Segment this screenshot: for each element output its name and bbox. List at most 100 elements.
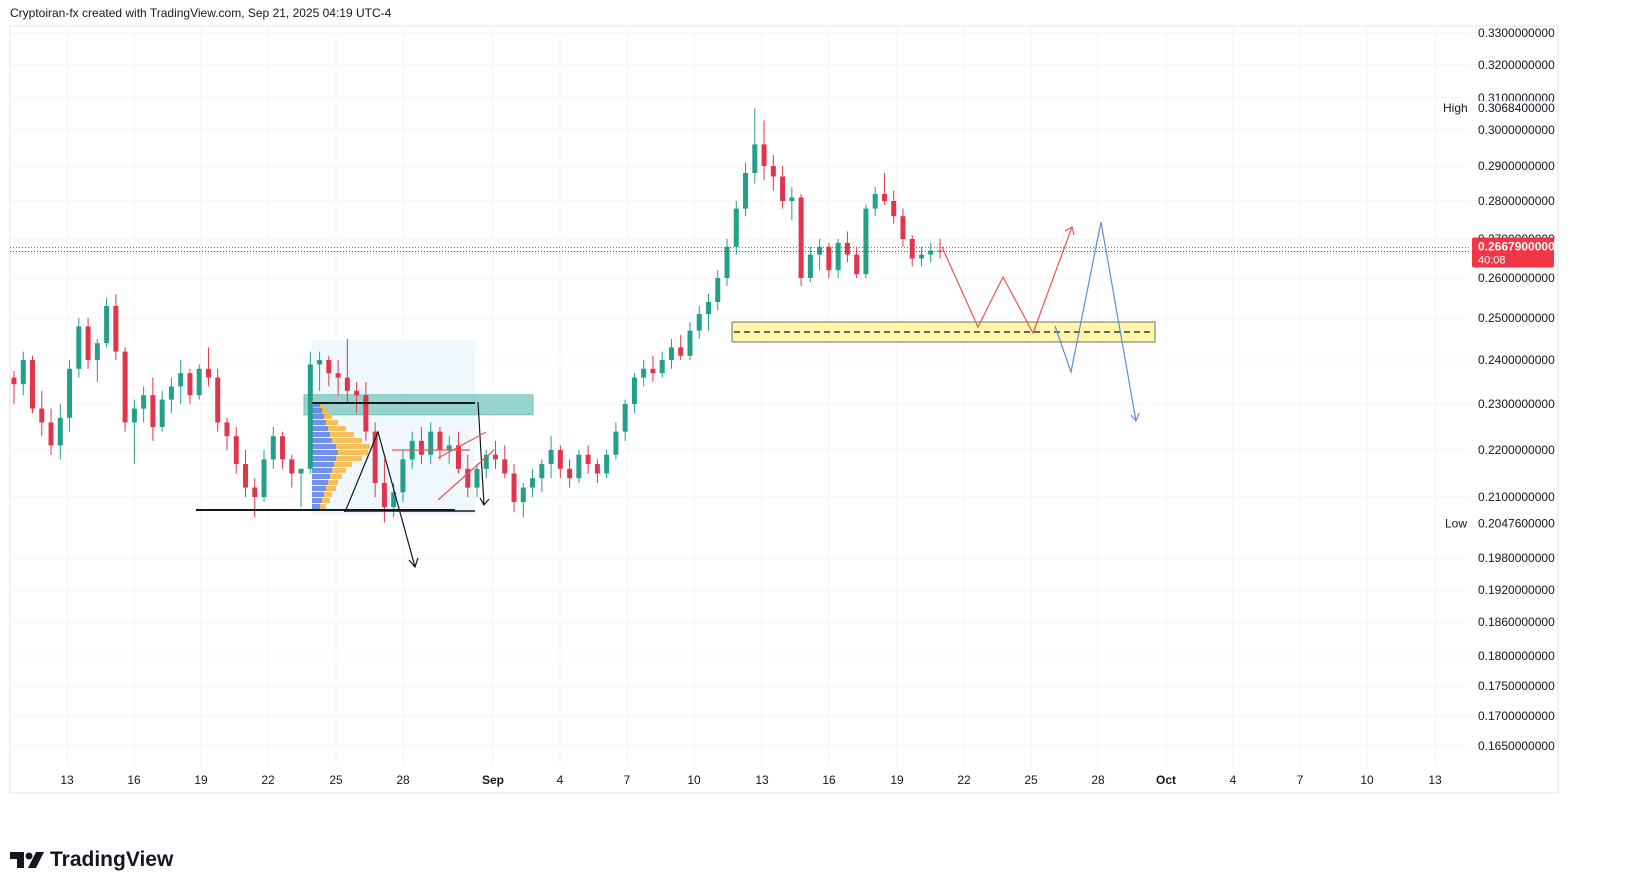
candle-body xyxy=(641,368,647,378)
price-tick-label: 0.2800000000 xyxy=(1478,194,1555,208)
price-tick-label: 0.2400000000 xyxy=(1478,353,1555,367)
candle-body xyxy=(548,450,554,465)
candle-body xyxy=(502,459,508,474)
time-tick-label: 13 xyxy=(60,773,74,787)
candle-body xyxy=(659,360,665,374)
candle-body xyxy=(770,166,776,177)
volume-bar-orange xyxy=(334,462,352,467)
candle-body xyxy=(844,242,850,255)
volume-bar-orange xyxy=(322,408,328,413)
time-tick-label: 4 xyxy=(557,773,564,787)
volume-bar-blue xyxy=(312,462,334,467)
volume-bar-blue xyxy=(312,468,332,473)
zones-layer xyxy=(303,321,1156,515)
candle-body xyxy=(613,431,619,455)
candle-body xyxy=(715,278,721,302)
volume-bar-orange xyxy=(336,456,362,461)
high-value-bg xyxy=(1476,101,1552,116)
candle-body xyxy=(780,176,786,201)
volume-bar-blue xyxy=(312,426,328,431)
candle-body xyxy=(891,201,897,217)
candle-body xyxy=(585,454,591,465)
low-value: 0.2047600000 xyxy=(1478,517,1555,531)
candle-body xyxy=(835,242,841,271)
small-down-arrow xyxy=(477,401,490,507)
candle-body xyxy=(668,347,674,360)
candle-body xyxy=(678,347,684,356)
candle-body xyxy=(205,368,211,378)
time-tick-label: 28 xyxy=(396,773,410,787)
candle-body xyxy=(455,445,461,469)
candle-body xyxy=(733,208,739,247)
candle-body xyxy=(854,254,860,275)
candle-body xyxy=(446,445,452,450)
time-tick-label: 25 xyxy=(329,773,343,787)
volume-bar-blue xyxy=(312,414,324,419)
candle-body xyxy=(307,364,313,469)
tradingview-logo-icon xyxy=(10,852,44,868)
time-tick-label: 22 xyxy=(957,773,971,787)
candle-body xyxy=(113,306,119,352)
attribution-text: Cryptoiran-fx created with TradingView.c… xyxy=(10,6,392,20)
price-tick-label: 0.2600000000 xyxy=(1478,271,1555,285)
volume-bar-orange xyxy=(332,438,362,443)
volume-bar-orange xyxy=(328,480,338,485)
candle-body xyxy=(752,144,758,173)
volume-bar-blue xyxy=(312,480,328,485)
volume-bar-orange xyxy=(332,468,346,473)
candle-body xyxy=(631,377,637,404)
time-tick-label: 7 xyxy=(624,773,631,787)
candle-body xyxy=(20,360,26,385)
volume-bar-orange xyxy=(320,402,324,407)
candle-body xyxy=(604,454,610,474)
countdown-value: 40:08 xyxy=(1478,255,1506,267)
candle-body xyxy=(881,194,887,201)
candle-body xyxy=(761,144,767,166)
volume-bar-blue xyxy=(312,402,320,407)
candle-body xyxy=(372,431,378,483)
volume-bar-blue xyxy=(312,438,332,443)
time-tick-label: 13 xyxy=(1428,773,1442,787)
candle-body xyxy=(233,436,239,465)
candle-body xyxy=(650,368,656,374)
candle-body xyxy=(168,386,174,400)
volume-bar-blue xyxy=(312,432,330,437)
volume-bar-blue xyxy=(312,420,326,425)
candle-body xyxy=(696,314,702,331)
wedge-top xyxy=(437,431,487,459)
candle-body xyxy=(391,492,397,508)
volume-bar-orange xyxy=(330,474,342,479)
arrow-head xyxy=(408,557,419,569)
candle-body xyxy=(826,246,832,271)
candle-body xyxy=(363,395,369,432)
price-tick-label: 0.3300000000 xyxy=(1478,26,1555,40)
candle-body xyxy=(224,422,230,437)
price-tick-label: 0.1650000000 xyxy=(1478,739,1555,753)
time-axis[interactable]: 13 16 19 22 25 28 Sep 4 7 10 13 16 19 22 25 28 Oct 4 7 10 13 xyxy=(60,773,1442,787)
time-tick-label: 16 xyxy=(127,773,141,787)
candle-body xyxy=(817,246,823,255)
candle-body xyxy=(76,326,82,369)
candle-body xyxy=(131,408,137,423)
volume-bar-blue xyxy=(312,408,322,413)
low-label: Low xyxy=(1445,517,1467,531)
high-value: 0.3068400000 xyxy=(1478,101,1555,115)
candle-body xyxy=(909,239,915,259)
time-tick-label: 10 xyxy=(687,773,701,787)
candle-body xyxy=(11,377,17,385)
volume-bar-blue xyxy=(312,474,330,479)
price-tick-label: 0.1860000000 xyxy=(1478,615,1555,629)
time-tick-label: 19 xyxy=(890,773,904,787)
candle-body xyxy=(150,395,156,427)
price-tick-label: 0.2900000000 xyxy=(1478,159,1555,173)
time-tick-label: 4 xyxy=(1230,773,1237,787)
candle-body xyxy=(298,468,304,474)
candle-body xyxy=(622,404,628,432)
time-tick-label: 16 xyxy=(822,773,836,787)
candle-body xyxy=(243,464,248,488)
candle-body xyxy=(687,330,693,356)
price-axis[interactable]: 0.33000000000.32000000000.31000000000.30… xyxy=(1443,26,1555,753)
candle-body xyxy=(576,454,582,479)
candle-body xyxy=(400,459,406,493)
